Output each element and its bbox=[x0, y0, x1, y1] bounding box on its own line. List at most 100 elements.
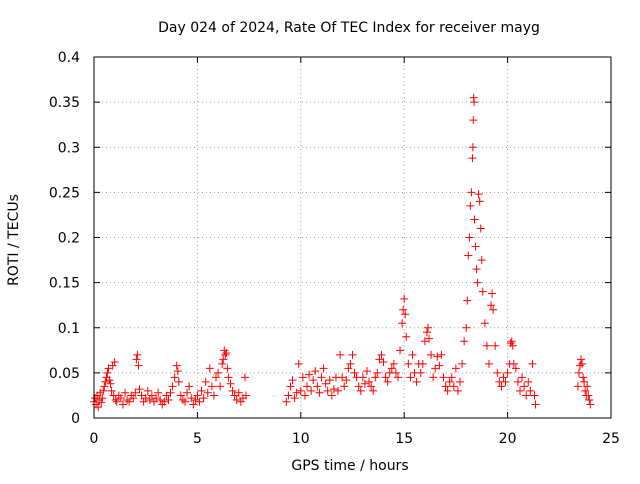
data-point bbox=[371, 373, 380, 382]
data-point bbox=[164, 395, 173, 404]
data-point bbox=[360, 379, 369, 388]
data-point bbox=[135, 385, 144, 394]
data-point bbox=[408, 350, 417, 359]
data-point bbox=[327, 391, 336, 400]
data-point bbox=[139, 397, 148, 406]
x-tick-label: 15 bbox=[395, 431, 413, 447]
data-point bbox=[473, 278, 482, 287]
data-point bbox=[334, 386, 343, 395]
data-point bbox=[219, 355, 228, 364]
data-point bbox=[199, 394, 208, 403]
data-point bbox=[456, 377, 465, 386]
data-point bbox=[469, 116, 478, 125]
data-point bbox=[367, 382, 376, 391]
data-point bbox=[425, 334, 434, 343]
data-point bbox=[449, 382, 458, 391]
data-point bbox=[404, 359, 413, 368]
data-point bbox=[472, 265, 481, 274]
data-point bbox=[467, 188, 476, 197]
data-point bbox=[518, 373, 527, 382]
data-point bbox=[168, 382, 177, 391]
data-point bbox=[586, 400, 595, 409]
y-tick-label: 0.3 bbox=[58, 140, 80, 156]
data-point bbox=[152, 394, 161, 403]
data-point bbox=[470, 98, 479, 107]
data-point bbox=[453, 386, 462, 395]
data-point bbox=[477, 256, 486, 265]
data-point bbox=[427, 350, 436, 359]
data-point bbox=[574, 368, 583, 377]
y-tick-label: 0.05 bbox=[49, 366, 80, 382]
data-point bbox=[443, 386, 452, 395]
data-point bbox=[402, 332, 411, 341]
data-point bbox=[391, 368, 400, 377]
data-point bbox=[474, 190, 483, 199]
data-point bbox=[451, 364, 460, 373]
data-point bbox=[396, 346, 405, 355]
data-point bbox=[381, 373, 390, 382]
data-point bbox=[207, 382, 216, 391]
data-point bbox=[379, 358, 388, 367]
data-point bbox=[460, 337, 469, 346]
data-point bbox=[509, 359, 518, 368]
data-point bbox=[387, 364, 396, 373]
x-tick-label: 20 bbox=[499, 431, 517, 447]
data-point bbox=[205, 364, 214, 373]
data-point bbox=[147, 391, 156, 400]
data-point bbox=[288, 376, 297, 385]
data-point bbox=[325, 376, 334, 385]
data-point bbox=[393, 373, 402, 382]
data-point bbox=[300, 391, 309, 400]
data-point bbox=[401, 310, 410, 319]
data-point bbox=[216, 382, 225, 391]
data-point bbox=[578, 359, 587, 368]
data-point bbox=[292, 388, 301, 397]
data-point bbox=[466, 201, 475, 210]
data-point bbox=[497, 382, 506, 391]
data-point bbox=[97, 398, 106, 407]
data-point bbox=[350, 368, 359, 377]
data-point bbox=[187, 394, 196, 403]
data-point bbox=[431, 364, 440, 373]
data-point bbox=[468, 154, 477, 163]
data-point bbox=[154, 388, 163, 397]
data-point bbox=[203, 388, 212, 397]
data-point bbox=[342, 376, 351, 385]
data-point bbox=[236, 397, 245, 406]
data-point bbox=[362, 367, 371, 376]
data-point bbox=[400, 294, 409, 303]
data-point bbox=[111, 395, 120, 404]
data-point bbox=[180, 397, 189, 406]
data-point bbox=[201, 377, 210, 386]
data-point bbox=[487, 301, 496, 310]
data-point bbox=[513, 377, 522, 386]
data-point bbox=[463, 296, 472, 305]
data-point bbox=[507, 337, 516, 346]
data-point bbox=[462, 323, 471, 332]
data-point bbox=[149, 397, 158, 406]
data-point bbox=[193, 391, 202, 400]
data-point bbox=[121, 388, 130, 397]
data-point bbox=[503, 368, 512, 377]
data-point bbox=[429, 373, 438, 382]
data-point bbox=[471, 242, 480, 251]
data-point bbox=[183, 388, 192, 397]
data-point bbox=[447, 373, 456, 382]
data-point bbox=[131, 388, 140, 397]
data-point bbox=[412, 377, 421, 386]
data-point bbox=[303, 382, 312, 391]
data-point bbox=[305, 370, 314, 379]
data-point bbox=[125, 397, 134, 406]
data-point bbox=[489, 305, 498, 314]
data-point bbox=[218, 359, 227, 368]
data-point bbox=[100, 382, 109, 391]
data-point bbox=[484, 359, 493, 368]
data-point bbox=[173, 367, 182, 376]
data-point bbox=[313, 382, 322, 391]
data-point bbox=[214, 368, 223, 377]
x-tick-label: 10 bbox=[292, 431, 310, 447]
data-point bbox=[373, 368, 382, 377]
data-point bbox=[234, 388, 243, 397]
data-point bbox=[319, 364, 328, 373]
x-tick-label: 5 bbox=[193, 431, 202, 447]
